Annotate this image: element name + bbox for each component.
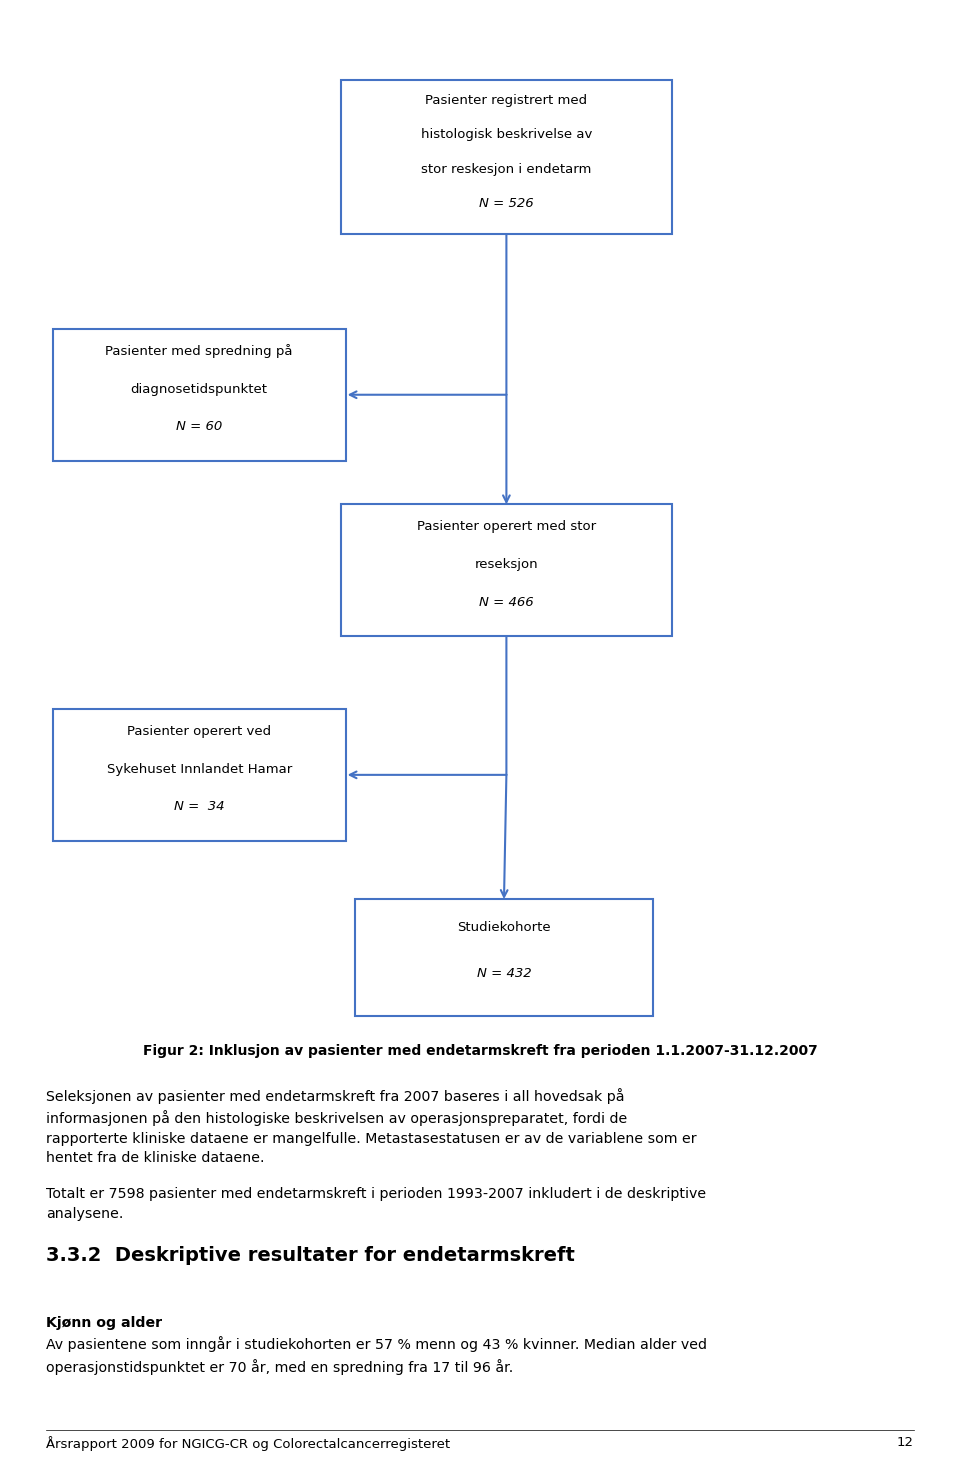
FancyBboxPatch shape: [53, 709, 346, 841]
Text: N = 432: N = 432: [477, 968, 531, 981]
Text: N = 60: N = 60: [176, 420, 223, 433]
Text: Årsrapport 2009 for NGICG-CR og Colorectalcancerregisteret: Årsrapport 2009 for NGICG-CR og Colorect…: [46, 1436, 450, 1450]
Text: diagnosetidspunktet: diagnosetidspunktet: [131, 383, 268, 396]
FancyBboxPatch shape: [341, 504, 672, 636]
FancyBboxPatch shape: [355, 899, 653, 1016]
Text: Pasienter operert ved: Pasienter operert ved: [127, 725, 272, 738]
Text: reseksjon: reseksjon: [474, 558, 539, 572]
Text: Kjønn og alder: Kjønn og alder: [46, 1316, 162, 1330]
Text: 3.3.2  Deskriptive resultater for endetarmskreft: 3.3.2 Deskriptive resultater for endetar…: [46, 1246, 575, 1265]
Text: 12: 12: [897, 1436, 914, 1449]
Text: N = 526: N = 526: [479, 197, 534, 209]
Text: Pasienter med spredning på: Pasienter med spredning på: [106, 345, 293, 358]
Text: Totalt er 7598 pasienter med endetarmskreft i perioden 1993-2007 inkludert i de : Totalt er 7598 pasienter med endetarmskr…: [46, 1187, 707, 1221]
Text: Pasienter registrert med: Pasienter registrert med: [425, 95, 588, 107]
Text: Figur 2: Inklusjon av pasienter med endetarmskreft fra perioden 1.1.2007-31.12.2: Figur 2: Inklusjon av pasienter med ende…: [143, 1044, 817, 1058]
Text: stor reskesjon i endetarm: stor reskesjon i endetarm: [421, 162, 591, 175]
Text: histologisk beskrivelse av: histologisk beskrivelse av: [420, 129, 592, 142]
Text: N = 466: N = 466: [479, 595, 534, 608]
Text: Pasienter operert med stor: Pasienter operert med stor: [417, 520, 596, 534]
FancyBboxPatch shape: [53, 329, 346, 461]
Text: Studiekohorte: Studiekohorte: [457, 921, 551, 934]
Text: Av pasientene som inngår i studiekohorten er 57 % menn og 43 % kvinner. Median a: Av pasientene som inngår i studiekohorte…: [46, 1336, 708, 1374]
Text: N =  34: N = 34: [174, 800, 225, 813]
Text: Sykehuset Innlandet Hamar: Sykehuset Innlandet Hamar: [107, 763, 292, 776]
FancyBboxPatch shape: [341, 80, 672, 234]
Text: Seleksjonen av pasienter med endetarmskreft fra 2007 baseres i all hovedsak på
i: Seleksjonen av pasienter med endetarmskr…: [46, 1088, 697, 1165]
